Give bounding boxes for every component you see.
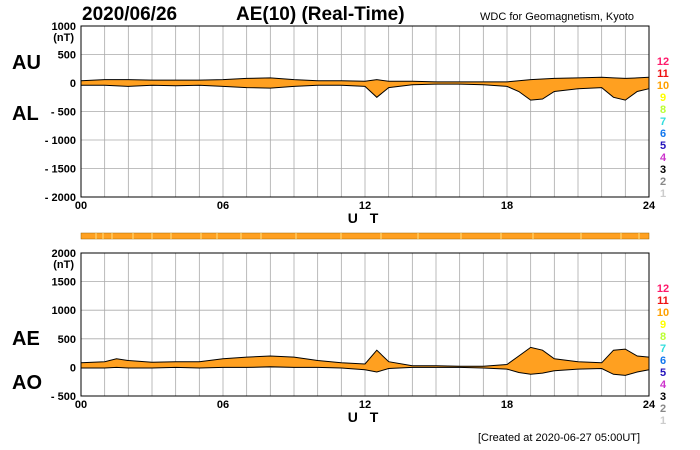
au-al-y-tick-label: 1000 <box>52 21 76 33</box>
ae-ao-frame <box>80 252 650 397</box>
al-label: AL <box>12 103 39 125</box>
ae-ao-upper-series <box>80 346 650 367</box>
au-al-y-tick-label: - 1500 <box>45 164 76 176</box>
au-al-lower-series <box>81 83 650 101</box>
ae-ao-legend-station: 5 <box>660 367 666 379</box>
au-al-legend-station: 9 <box>660 92 666 104</box>
ae-ao-x-axis-label: U T <box>348 409 383 425</box>
ae-ao-y-tick-label: 1000 <box>52 305 76 317</box>
plot-date: 2020/06/26 <box>82 4 178 25</box>
au-al-legend-station: 2 <box>660 176 666 188</box>
au-label: AU <box>12 52 41 74</box>
station-coverage-bar <box>80 232 650 240</box>
ae-ao-lower-series <box>81 366 650 376</box>
ae-ao-legend-station: 8 <box>660 331 666 343</box>
ae-ao-y-tick-label: 500 <box>58 334 76 346</box>
au-al-frame <box>80 25 650 198</box>
ae-label: AE <box>12 328 40 350</box>
au-al-x-tick-label: 00 <box>75 200 87 212</box>
ae-ao-legend-station: 4 <box>660 379 667 391</box>
ae-ao-y-tick-label: 2000 <box>52 248 76 260</box>
au-al-x-tick-label: 24 <box>643 200 656 212</box>
au-al-unit-label: (nT) <box>53 32 74 44</box>
au-al-legend-station: 6 <box>660 128 666 140</box>
au-al-legend-station: 10 <box>657 80 669 92</box>
ae-ao-x-tick-label: 06 <box>217 399 229 411</box>
ae-ao-legend-station: 6 <box>660 355 666 367</box>
ae-ao-unit-label: (nT) <box>53 259 74 271</box>
ae-ao-x-tick-label: 00 <box>75 399 87 411</box>
ae-ao-legend-station: 11 <box>657 295 669 307</box>
au-al-legend-station: 3 <box>660 164 666 176</box>
ae-ao-legend-station: 3 <box>660 391 666 403</box>
au-al-legend-station: 11 <box>657 68 669 80</box>
ae-ao-legend-station: 10 <box>657 307 669 319</box>
au-al-legend-station: 12 <box>657 56 669 68</box>
au-al-y-tick-label: 500 <box>58 50 76 62</box>
ae-ao-x-tick-label: 18 <box>501 399 513 411</box>
au-al-x-tick-label: 12 <box>359 200 371 212</box>
au-al-y-tick-label: - 1000 <box>45 135 76 147</box>
ae-ao-x-tick-label: 24 <box>643 399 656 411</box>
ae-ao-legend-station: 12 <box>657 283 669 295</box>
ae-ao-y-tick-label: 0 <box>70 362 76 374</box>
au-al-x-tick-label: 06 <box>217 200 229 212</box>
created-timestamp: [Created at 2020-06-27 05:00UT] <box>478 432 641 444</box>
ae-ao-legend-station: 1 <box>660 415 666 427</box>
au-al-x-tick-label: 18 <box>501 200 513 212</box>
ae-ao-fill-area <box>81 347 649 376</box>
ae-ao-legend-station: 9 <box>660 319 666 331</box>
au-al-y-tick-label: 0 <box>70 78 76 90</box>
ao-label: AO <box>12 372 42 394</box>
au-al-legend-station: 4 <box>660 152 667 164</box>
au-al-fill-area <box>81 77 649 101</box>
data-source-label: WDC for Geomagnetism, Kyoto <box>480 11 635 23</box>
plot-title: AE(10) (Real-Time) <box>236 4 405 25</box>
ae-ao-y-tick-label: - 500 <box>51 391 76 403</box>
au-al-legend-station: 1 <box>660 188 666 200</box>
au-al-y-tick-label: - 2000 <box>45 192 76 204</box>
ae-ao-legend-station: 7 <box>660 343 666 355</box>
ae-ao-x-tick-label: 12 <box>359 399 371 411</box>
au-al-legend-station: 8 <box>660 104 666 116</box>
au-al-legend-station: 5 <box>660 140 666 152</box>
ae-ao-y-tick-label: 1500 <box>52 277 76 289</box>
au-al-legend-station: 7 <box>660 116 666 128</box>
au-al-upper-series <box>80 76 650 83</box>
au-al-x-axis-label: U T <box>348 210 383 226</box>
ae-ao-legend-station: 2 <box>660 403 666 415</box>
au-al-y-tick-label: - 500 <box>51 107 76 119</box>
